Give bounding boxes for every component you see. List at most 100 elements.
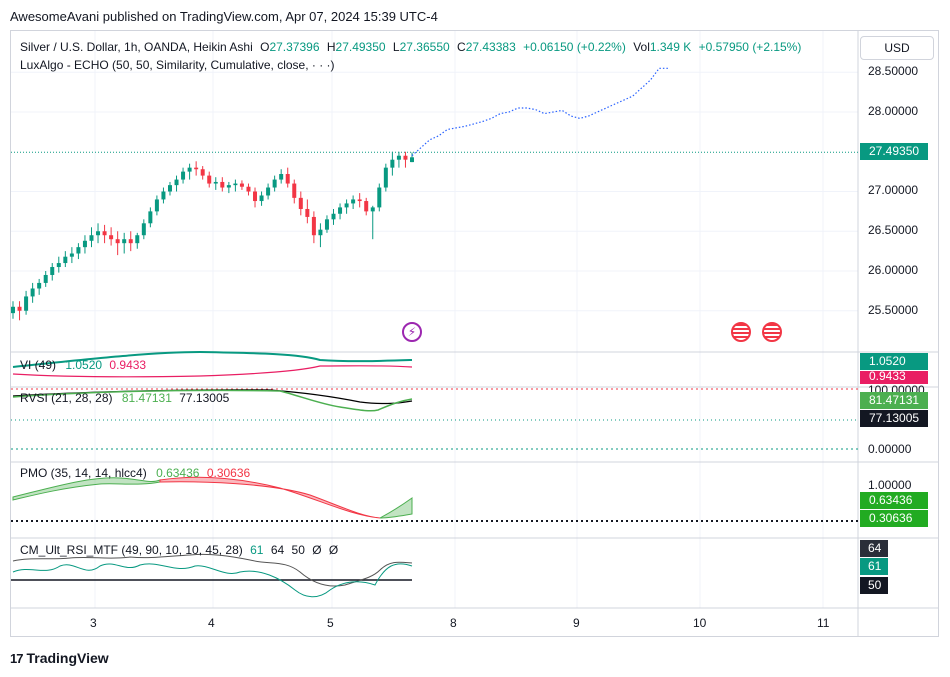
echo-projection-line <box>411 67 668 157</box>
vi-label[interactable]: VI (49) <box>20 358 57 372</box>
candle-body <box>383 167 388 188</box>
candle-body <box>141 223 146 236</box>
published-header: AwesomeAvani published on TradingView.co… <box>10 9 438 24</box>
candle-body <box>30 288 35 297</box>
echo-indicator-label[interactable]: LuxAlgo - ECHO (50, 50, Similarity, Cumu… <box>20 58 335 72</box>
vi-minus-value: 0.9433 <box>109 358 147 372</box>
price-change: +0.06150 (+0.22%) <box>523 40 626 54</box>
candle-body <box>37 282 42 289</box>
main-legend: Silver / U.S. Dollar, 1h, OANDA, Heikin … <box>20 40 801 54</box>
candle-body <box>167 185 172 192</box>
cm-value-3: 50 <box>291 543 305 557</box>
candle-body <box>233 183 238 186</box>
candle-body <box>357 199 362 202</box>
candle-body <box>200 169 205 176</box>
cm-tag-top: 64 <box>860 540 888 557</box>
chart-frame[interactable] <box>10 30 939 637</box>
candle-body <box>253 191 258 202</box>
rvsi-value-2: 77.13005 <box>179 391 230 405</box>
candle-body <box>246 186 251 192</box>
candle-body <box>109 235 114 240</box>
x-tick: 10 <box>693 616 707 630</box>
cm-value-2: 64 <box>270 543 285 557</box>
c-value: 27.43383 <box>465 40 516 54</box>
pmo-value-1: 0.63436 <box>156 466 200 480</box>
symbol-title[interactable]: Silver / U.S. Dollar, 1h, OANDA, Heikin … <box>20 40 253 54</box>
l-label: L <box>392 40 400 54</box>
candle-body <box>285 174 290 184</box>
x-tick: 3 <box>90 616 97 630</box>
candle-body <box>292 183 297 198</box>
l-value: 27.36550 <box>399 40 450 54</box>
candle-body <box>370 207 375 212</box>
candle-body <box>364 201 369 212</box>
rvsi-label[interactable]: RVSI (21, 28, 28) <box>20 391 113 405</box>
vol-change: +0.57950 (+2.15%) <box>698 40 802 54</box>
pmo-tick: 1.00000 <box>868 478 912 492</box>
candle-body <box>226 185 231 188</box>
candle-body <box>331 213 336 220</box>
candle-body <box>82 240 87 248</box>
candle-body <box>187 167 192 172</box>
pmo-area-green-2 <box>379 497 413 519</box>
cm-label[interactable]: CM_Ult_RSI_MTF (49, 90, 10, 10, 45, 28) <box>20 543 243 557</box>
candle-body <box>220 181 225 188</box>
price-tick: 28.00000 <box>868 104 919 118</box>
vi-plus-tag: 1.0520 <box>860 353 928 370</box>
pmo-area-red <box>159 476 381 519</box>
vi-plus-value: 1.0520 <box>65 358 103 372</box>
candle-body <box>174 179 179 186</box>
x-tick: 5 <box>327 616 334 630</box>
candle-body <box>50 267 55 275</box>
candle-body <box>344 203 349 208</box>
us-flag-icon[interactable] <box>731 322 751 342</box>
candle-body <box>207 175 212 184</box>
candle-body <box>181 171 186 180</box>
rvsi-value-1: 81.47131 <box>121 391 172 405</box>
candle-body <box>272 179 277 188</box>
us-flag-icon[interactable] <box>762 322 782 342</box>
c-label: C <box>457 40 466 54</box>
pmo-area-green <box>12 477 161 501</box>
pmo-legend: PMO (35, 14, 14, hlcc4) 0.63436 0.30636 <box>20 466 250 480</box>
x-tick: 9 <box>573 616 580 630</box>
cm-fast-line <box>12 563 413 598</box>
candle-body <box>259 195 264 202</box>
cm-tag-bot: 50 <box>860 577 888 594</box>
candle-body <box>135 235 140 244</box>
pmo-label[interactable]: PMO (35, 14, 14, hlcc4) <box>20 466 147 480</box>
candle-body <box>102 231 107 236</box>
pmo-tag-2: 0.30636 <box>860 510 928 527</box>
x-tick: 8 <box>450 616 457 630</box>
candle-body <box>11 306 15 314</box>
lightning-icon[interactable]: ⚡ <box>402 322 422 342</box>
rvsi-tag-2: 77.13005 <box>860 410 928 427</box>
tradingview-logo-icon: 17 <box>10 651 24 666</box>
currency-button[interactable]: USD <box>860 36 934 60</box>
candle-body <box>122 239 127 244</box>
price-tick: 28.50000 <box>868 64 919 78</box>
candle-body <box>266 187 271 196</box>
candle-body <box>24 296 29 311</box>
rvsi-legend: RVSI (21, 28, 28) 81.47131 77.13005 <box>20 391 229 405</box>
candle-body <box>377 187 382 208</box>
tradingview-brand[interactable]: 17 TradingView <box>10 650 109 666</box>
candle-body <box>305 208 310 217</box>
candle-body <box>338 207 343 214</box>
candle-body <box>43 274 48 283</box>
candle-body <box>128 239 133 244</box>
vi-minus-tag: 0.9433 <box>860 371 928 384</box>
candle-body <box>17 306 22 311</box>
rvsi-main-line <box>12 389 413 412</box>
candle-body <box>311 216 316 236</box>
vi-plus-line <box>12 350 413 368</box>
price-tick: 26.00000 <box>868 263 919 277</box>
candle-body <box>410 157 414 163</box>
candle-body <box>390 159 395 168</box>
candle-body <box>213 181 218 184</box>
rvsi-tick-0: 0.00000 <box>868 442 912 456</box>
h-label: H <box>326 40 336 54</box>
candle-body <box>396 155 401 160</box>
cm-value-5: Ø <box>328 543 339 557</box>
